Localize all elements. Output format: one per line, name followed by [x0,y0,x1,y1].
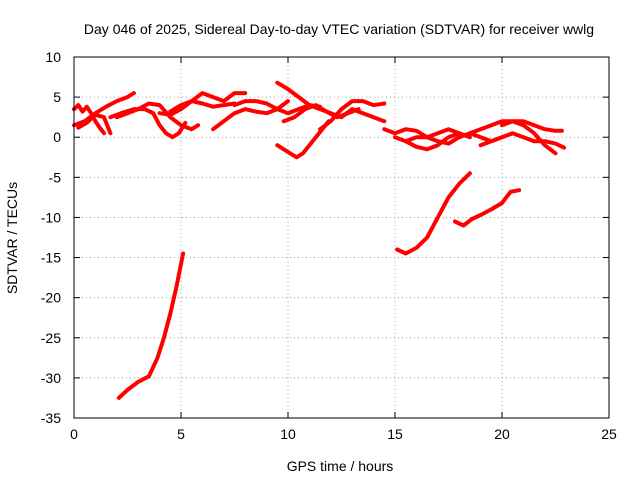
series-arc-12 [275,119,331,160]
x-axis-label: GPS time / hours [287,458,394,474]
series-arc-5 [114,101,201,132]
x-tick-label: 15 [387,426,403,442]
series-arc-7 [168,99,237,114]
series-arc-14 [328,107,387,124]
y-axis-label: SDTVAR / TECUs [4,182,20,294]
series-arc-6 [157,91,248,117]
grid [74,57,609,418]
y-tick-label: -25 [41,330,61,346]
x-tick-label: 10 [280,426,296,442]
series-arc-1 [72,91,136,128]
y-tick-label: -30 [41,370,61,386]
axis-ticks: 0 5 10 15 20 25 10 5 0 -5 -10 -15 -20 -25 -30 -35 [41,49,617,442]
y-tick-label: 10 [45,49,61,65]
y-tick-label: -10 [41,209,61,225]
series-arc-17 [403,131,504,146]
y-tick-label: -35 [41,410,61,426]
series-arc-19 [478,131,567,150]
series-arc-21 [116,251,186,400]
y-tick-label: -20 [41,290,61,306]
x-tick-label: 5 [177,426,185,442]
series-arc-22 [395,171,472,256]
y-tick-label: -15 [41,250,61,266]
series-arc-20 [500,119,564,133]
y-tick-label: -5 [49,169,62,185]
y-tick-label: 0 [53,129,61,145]
series-arc-13 [318,99,387,132]
x-tick-label: 20 [494,426,510,442]
series-arc-3 [76,112,113,136]
y-tick-label: 5 [53,89,61,105]
series-group [72,80,567,400]
series-arc-2 [72,103,106,136]
chart-title: Day 046 of 2025, Sidereal Day-to-day VTE… [84,21,594,37]
series-arc-9 [232,99,323,116]
plot-frame [73,56,610,419]
series-arc-23 [452,188,522,228]
x-tick-label: 0 [70,426,78,442]
x-tick-label: 25 [601,426,617,442]
